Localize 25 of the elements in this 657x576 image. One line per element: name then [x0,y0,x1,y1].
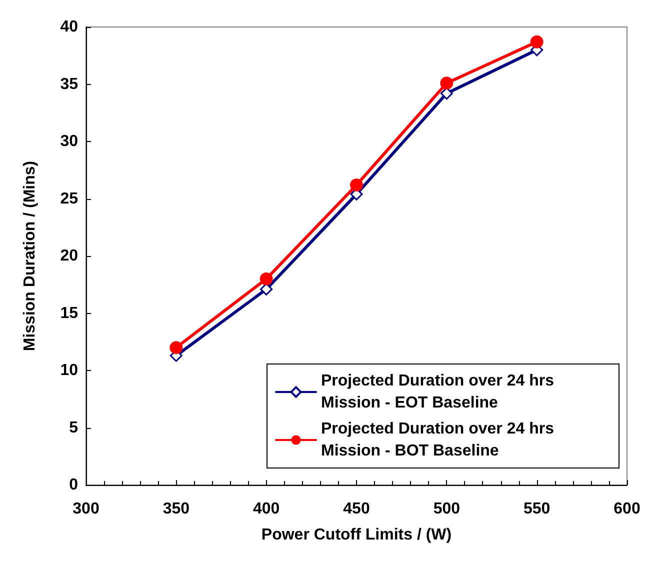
point [530,35,544,48]
point [350,178,363,192]
x-tick-label: 500 [433,500,460,518]
x-tick-label: 450 [343,500,370,518]
x-axis-title: Power Cutoff Limits / (W) [261,526,452,544]
y-tick-label: 30 [60,133,78,150]
point [440,76,454,90]
x-tick-label: 600 [614,500,640,518]
legend-label: Projected Duration over 24 hrs Mission - BOT Baseline [321,420,558,460]
point [260,272,273,286]
y-tick-label: 5 [69,419,78,436]
y-tick-label: 25 [60,190,78,208]
point [170,341,183,354]
y-tick-label: 10 [60,362,78,379]
x-tick-label: 550 [523,500,550,518]
y-tick-label: 35 [60,76,78,93]
y-tick-label: 15 [60,304,78,322]
y-axis-title: Mission Duration / (Mins) [22,160,38,352]
x-tick-label: 300 [72,500,100,518]
y-tick-label: 0 [69,476,78,494]
x-tick-label: 400 [252,500,280,518]
x-tick-label: 350 [162,500,190,518]
y-tick-label: 40 [60,18,78,36]
legend-label: Projected Duration over 24 hrs Mission - EOT Baseline [321,372,558,412]
y-tick-label: 20 [60,248,78,264]
